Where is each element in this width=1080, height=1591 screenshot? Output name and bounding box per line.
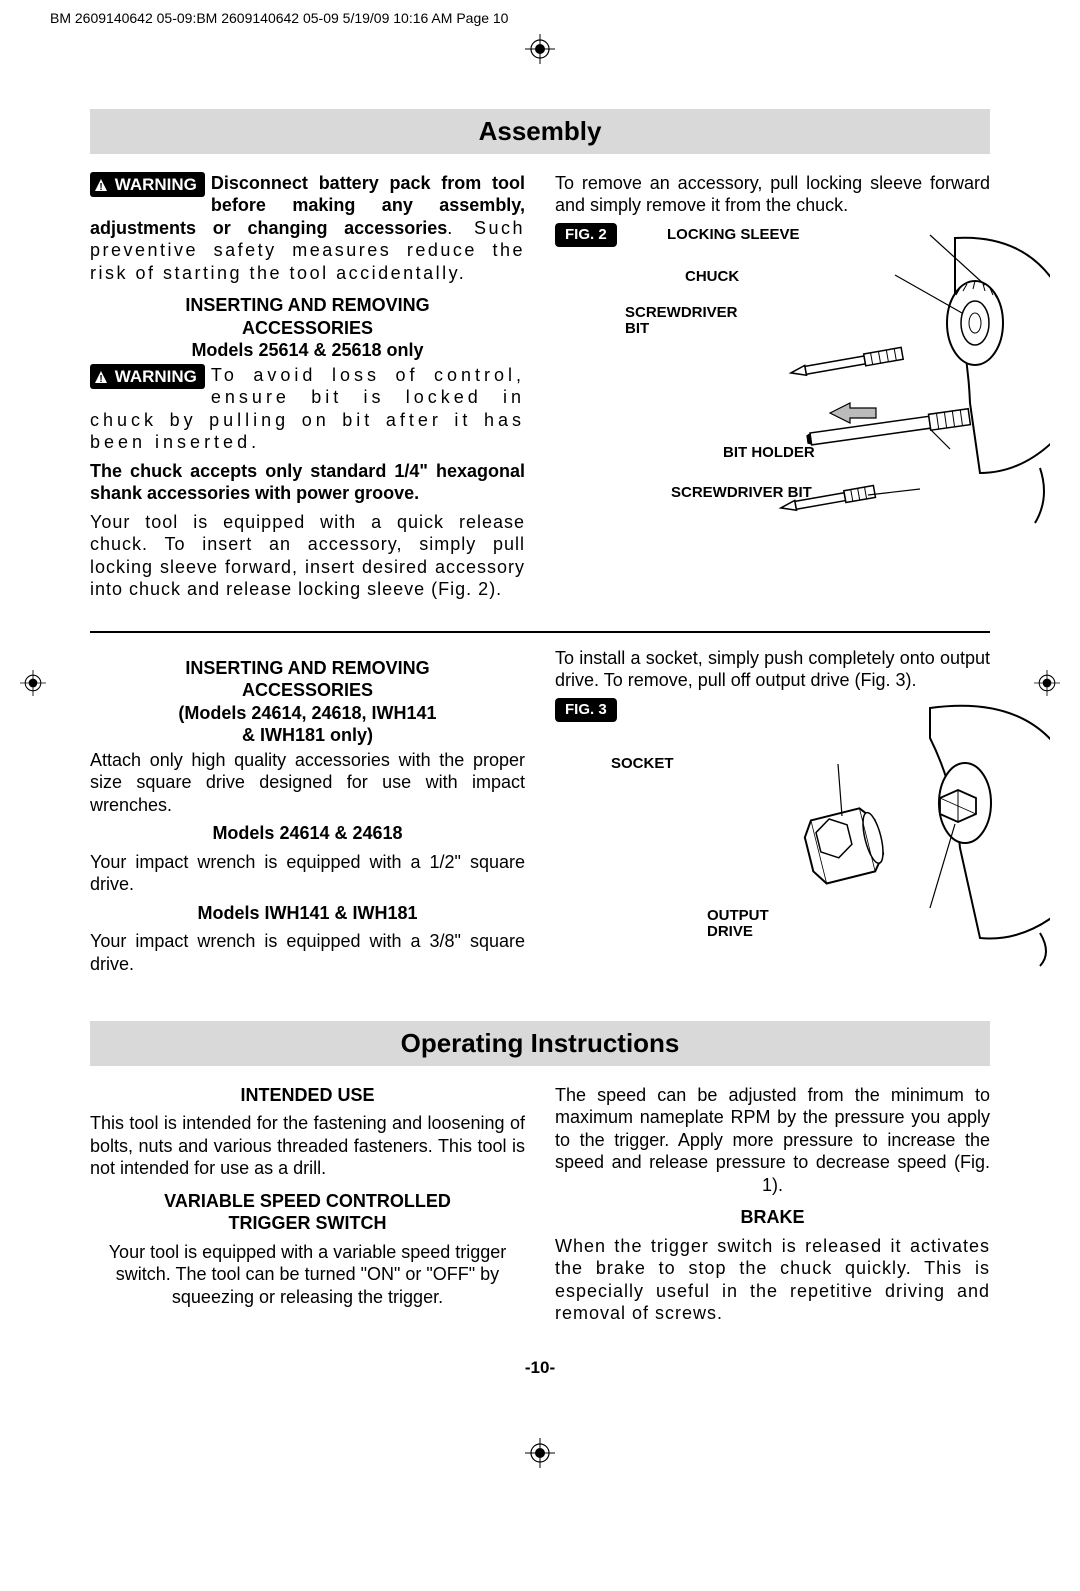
para-attach-quality: Attach only high quality accessories wit… — [90, 749, 525, 817]
registration-mark-left — [20, 670, 46, 702]
heading-intended-use: INTENDED USE — [90, 1084, 525, 1107]
para-models-b: Your impact wrench is equipped with a 3/… — [90, 930, 525, 975]
para-remove-accessory: To remove an accessory, pull locking sle… — [555, 172, 990, 217]
callout-socket: SOCKET — [611, 756, 674, 773]
para-chuck-accepts: The chuck accepts only standard 1/4" hex… — [90, 460, 525, 505]
heading-insert-remove-1: INSERTING AND REMOVING ACCESSORIES Model… — [90, 294, 525, 362]
para-models-a: Your impact wrench is equipped with a 1/… — [90, 851, 525, 896]
section-title-operating: Operating Instructions — [90, 1021, 990, 1066]
models-b: Models IWH141 & IWH181 — [90, 902, 525, 925]
registration-mark-bottom — [90, 1438, 990, 1474]
warning-badge-icon: ! WARNING — [90, 172, 205, 197]
para-speed-adjust: The speed can be adjusted from the minim… — [555, 1084, 990, 1197]
registration-mark-right — [1034, 670, 1060, 702]
para-install-socket: To install a socket, simply push complet… — [555, 647, 990, 692]
figure-2-drawing — [730, 223, 1050, 553]
fig-2-label: FIG. 2 — [555, 223, 617, 248]
fig-3-label: FIG. 3 — [555, 698, 617, 723]
heading-variable-speed: VARIABLE SPEED CONTROLLED TRIGGER SWITCH — [90, 1190, 525, 1235]
figure-2: FIG. 2 LOCKING SLEEVE CHUCK SCREWDRIVER … — [555, 223, 990, 553]
divider — [90, 631, 990, 633]
para-variable-speed: Your tool is equipped with a variable sp… — [90, 1241, 525, 1309]
page-number: -10- — [90, 1357, 990, 1378]
page-header: BM 2609140642 05-09:BM 2609140642 05-09 … — [50, 0, 990, 28]
svg-text:!: ! — [99, 374, 102, 384]
para-brake: When the trigger switch is released it a… — [555, 1235, 990, 1325]
models-a: Models 24614 & 24618 — [90, 822, 525, 845]
warning-badge-icon: ! WARNING — [90, 364, 205, 389]
para-quick-release: Your tool is equipped with a quick relea… — [90, 511, 525, 601]
callout-screwdriver-bit-top: SCREWDRIVER BIT — [625, 305, 738, 338]
warning-2: ! WARNING To avoid loss of control, ensu… — [90, 364, 525, 454]
heading-brake: BRAKE — [555, 1206, 990, 1229]
section-title-assembly: Assembly — [90, 109, 990, 154]
svg-text:!: ! — [99, 182, 102, 192]
figure-3: FIG. 3 SOCKET OUTPUT DRIVE — [555, 698, 990, 968]
heading-insert-remove-2: INSERTING AND REMOVING ACCESSORIES (Mode… — [90, 657, 525, 747]
figure-3-drawing — [730, 698, 1050, 968]
warning-1: ! WARNING Disconnect battery pack from t… — [90, 172, 525, 285]
para-intended-use: This tool is intended for the fastening … — [90, 1112, 525, 1180]
registration-mark-top — [90, 34, 990, 70]
